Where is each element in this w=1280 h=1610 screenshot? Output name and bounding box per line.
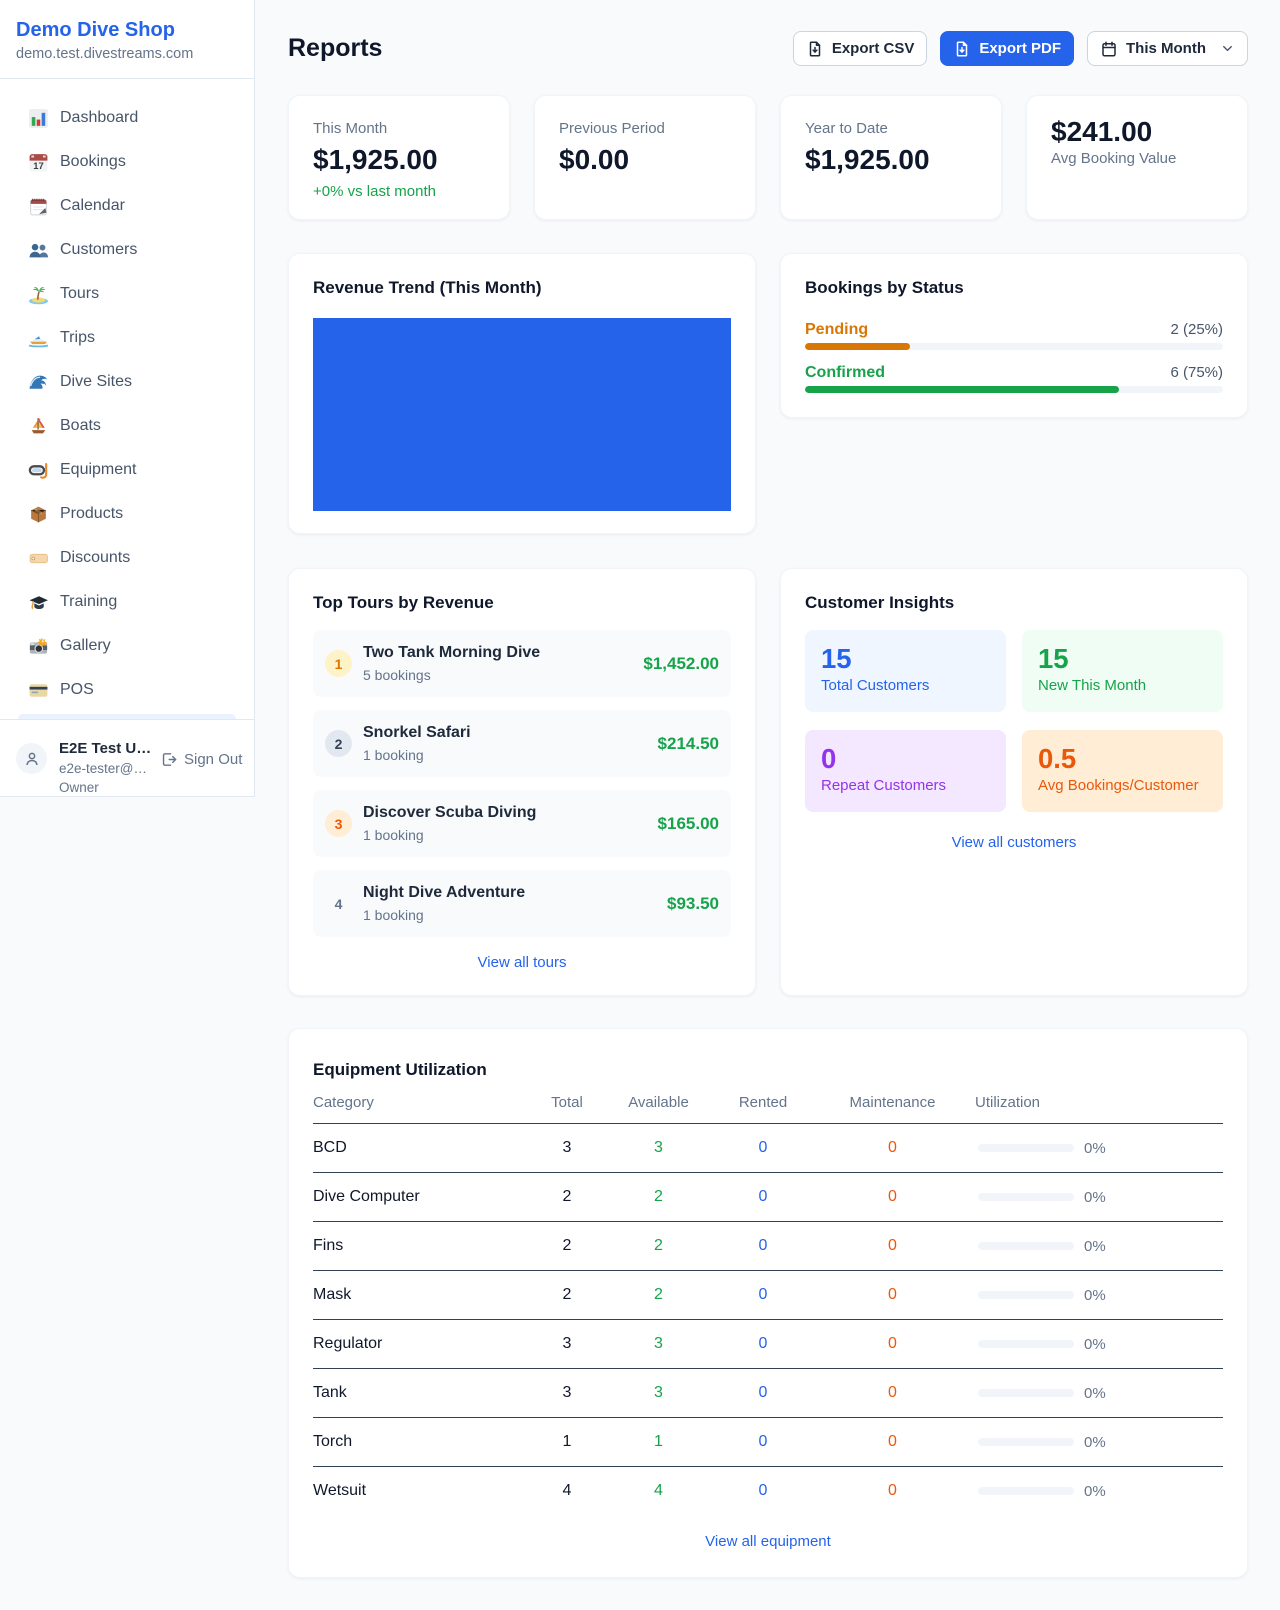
svg-text:17: 17: [33, 161, 44, 172]
